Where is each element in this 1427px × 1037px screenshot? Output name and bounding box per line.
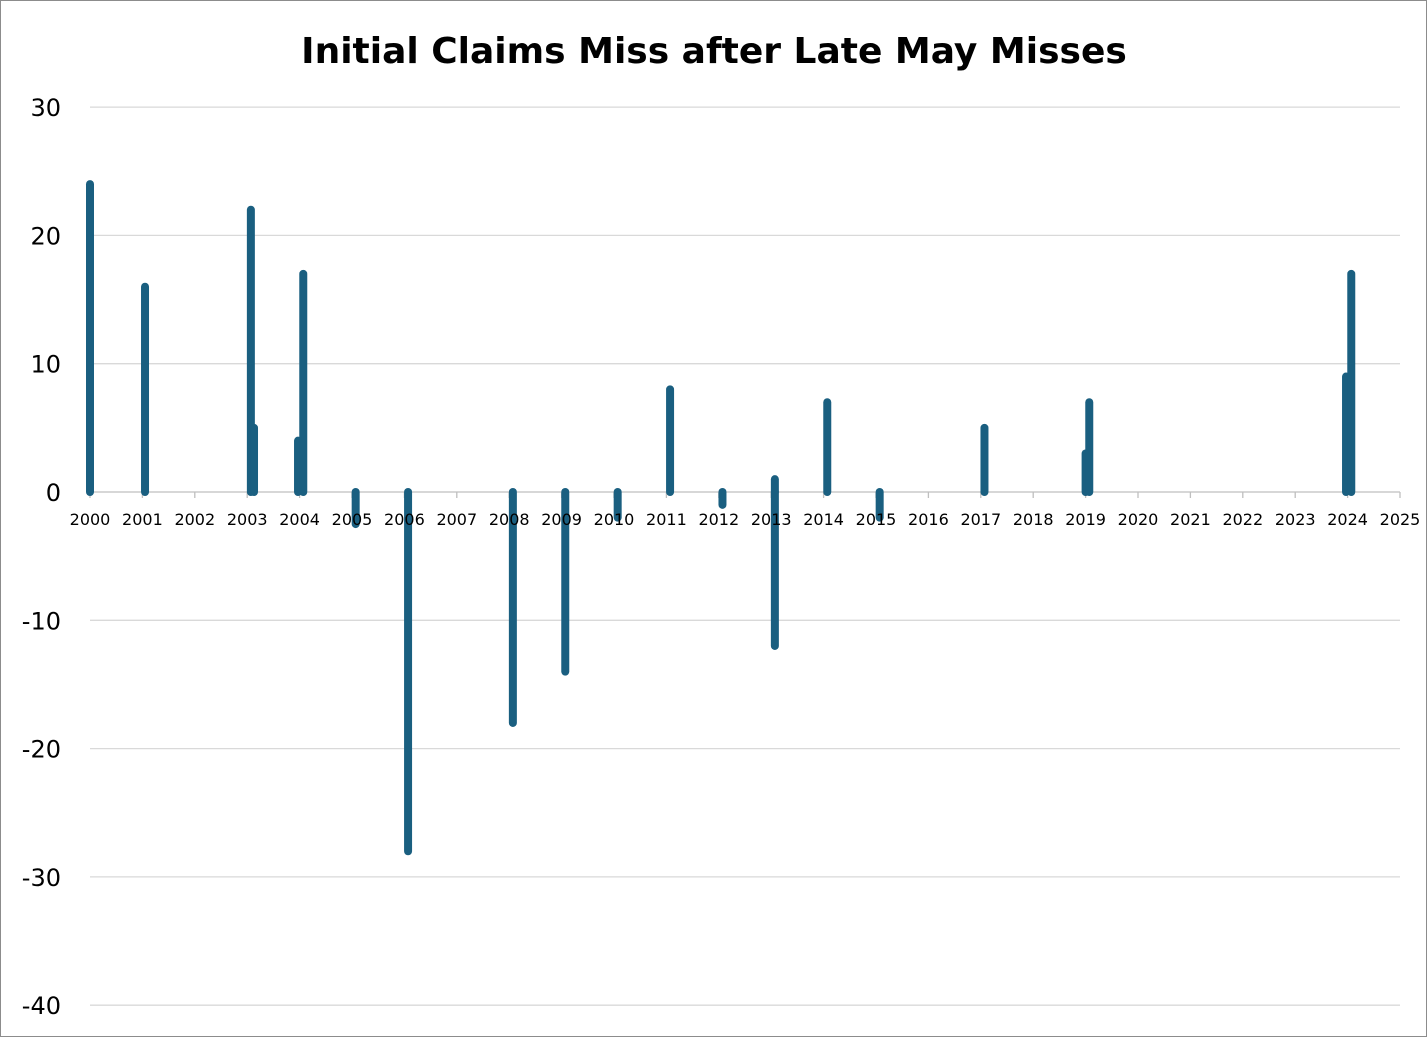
- x-tick-label: 2003: [227, 510, 268, 529]
- x-tick-label: 2010: [594, 510, 635, 529]
- x-tick-label: 2019: [1065, 510, 1106, 529]
- y-tick-label: -20: [22, 736, 61, 764]
- x-tick-label: 2024: [1327, 510, 1368, 529]
- x-tick-label: 2016: [908, 510, 949, 529]
- x-tick-label: 2002: [174, 510, 215, 529]
- x-tick-label: 2001: [122, 510, 163, 529]
- x-tick-label: 2006: [384, 510, 425, 529]
- x-tick-label: 2015: [856, 510, 897, 529]
- x-tick-label: 2020: [1118, 510, 1159, 529]
- x-tick-label: 2011: [646, 510, 687, 529]
- y-tick-label: -10: [22, 607, 61, 635]
- x-tick-label: 2017: [960, 510, 1001, 529]
- bars: [86, 180, 1356, 856]
- x-tick-label: 2018: [1013, 510, 1054, 529]
- y-tick-label: -40: [22, 992, 61, 1020]
- x-tick-label: 2000: [70, 510, 111, 529]
- x-tick-label: 2025: [1380, 510, 1421, 529]
- gridlines: [90, 106, 1400, 1006]
- y-tick-label: 0: [46, 479, 61, 507]
- y-tick-label: 10: [30, 351, 61, 379]
- y-tick-label: 20: [30, 222, 61, 250]
- x-tick-label: 2022: [1222, 510, 1263, 529]
- x-tick-label: 2008: [489, 510, 530, 529]
- x-tick-label: 2021: [1170, 510, 1211, 529]
- chart-title: Initial Claims Miss after Late May Misse…: [301, 31, 1127, 72]
- x-tick-label: 2005: [332, 510, 373, 529]
- x-tick-label: 2023: [1275, 510, 1316, 529]
- x-tick-label: 2007: [436, 510, 477, 529]
- x-tick-label: 2014: [803, 510, 844, 529]
- x-tick-label: 2012: [698, 510, 739, 529]
- y-tick-label: 30: [30, 94, 61, 122]
- x-tick-label: 2013: [751, 510, 792, 529]
- y-tick-label: -30: [22, 864, 61, 892]
- x-tick-label: 2009: [541, 510, 582, 529]
- x-axis: [89, 491, 1401, 498]
- x-tick-label: 2004: [279, 510, 320, 529]
